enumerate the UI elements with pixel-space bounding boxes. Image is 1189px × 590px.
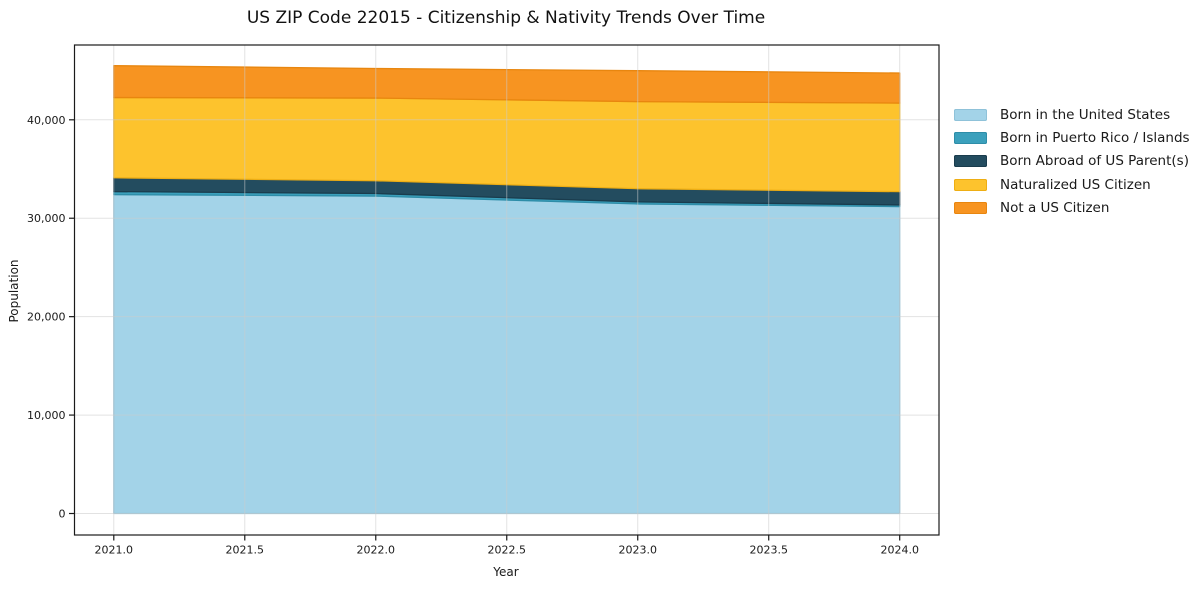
x-tick-label: 2023.5 [749,544,788,557]
y-tick-label: 0 [59,508,66,521]
x-tick-label: 2022.0 [357,544,396,557]
x-tick-label: 2024.0 [880,544,919,557]
legend-label: Born Abroad of US Parent(s) [1000,153,1189,170]
y-tick-label: 40,000 [27,114,66,127]
legend: Born in the United States Born in Puerto… [954,103,1189,220]
legend-swatch-puerto-rico [954,132,987,145]
legend-swatch-naturalized [954,178,987,191]
legend-item: Naturalized US Citizen [954,173,1189,196]
x-tick-label: 2023.0 [618,544,657,557]
legend-item: Born in Puerto Rico / Islands [954,126,1189,149]
x-tick-label: 2021.0 [95,544,134,557]
chart-title: US ZIP Code 22015 - Citizenship & Nativi… [246,8,766,28]
legend-label: Born in the United States [1000,106,1171,123]
legend-swatch-born-abroad [954,155,987,168]
legend-label: Born in Puerto Rico / Islands [1000,130,1189,147]
x-axis-label: Year [493,565,519,579]
y-tick-label: 10,000 [27,409,66,422]
y-tick-label: 30,000 [27,212,66,225]
legend-item: Born in the United States [954,103,1189,126]
legend-item: Born Abroad of US Parent(s) [954,150,1189,173]
x-tick-label: 2021.5 [226,544,265,557]
legend-swatch-born-us [954,108,987,121]
legend-label: Not a US Citizen [1000,200,1110,217]
y-axis-label: Population [7,259,21,323]
y-tick-label: 20,000 [27,311,66,324]
legend-swatch-not-citizen [954,202,987,215]
legend-label: Naturalized US Citizen [1000,176,1151,193]
legend-item: Not a US Citizen [954,197,1189,220]
x-tick-label: 2022.5 [488,544,527,557]
